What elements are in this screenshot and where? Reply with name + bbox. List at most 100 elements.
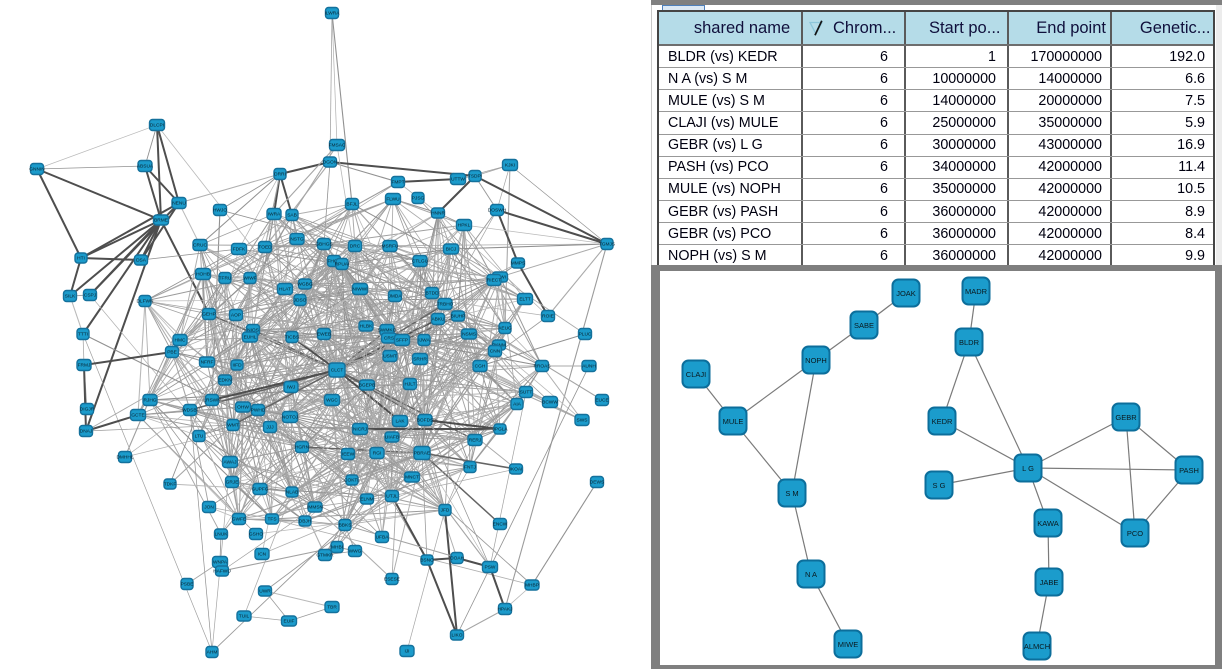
svg-text:TOED: TOED: [258, 245, 272, 251]
svg-text:DNAJ: DNAJ: [80, 429, 93, 435]
svg-text:FMSAC: FMSAC: [329, 143, 346, 149]
svg-text:CLCT: CLCT: [331, 368, 344, 374]
svg-text:MHBI: MHBI: [331, 545, 343, 551]
svg-text:ESESE: ESESE: [384, 577, 400, 583]
svg-text:AOP: AOP: [231, 313, 241, 319]
svg-text:DLFWN: DLFWN: [136, 299, 154, 305]
svg-text:FRMJ: FRMJ: [78, 363, 91, 369]
svg-text:SWS: SWS: [577, 418, 588, 424]
svg-text:CGH: CGH: [475, 364, 486, 370]
svg-text:UWR: UWR: [259, 589, 271, 595]
svg-text:LTU: LTU: [195, 434, 204, 440]
svg-text:SUTT: SUTT: [520, 390, 533, 396]
svg-text:NLAB: NLAB: [286, 490, 299, 496]
svg-text:HWJO: HWJO: [213, 208, 227, 214]
svg-text:DRRI: DRRI: [274, 172, 286, 178]
svg-text:BSNO: BSNO: [420, 558, 434, 564]
svg-text:WWG: WWG: [349, 549, 362, 555]
svg-text:TUIL: TUIL: [239, 614, 250, 620]
svg-text:DGON: DGON: [323, 160, 338, 166]
svg-text:UFBA: UFBA: [376, 535, 390, 541]
svg-text:BLDR: BLDR: [959, 338, 980, 347]
svg-text:GRJE: GRJE: [226, 480, 239, 486]
svg-text:HPAKJ: HPAKJ: [497, 607, 513, 613]
svg-text:KAWA: KAWA: [1037, 519, 1059, 528]
svg-text:HPKL: HPKL: [458, 223, 471, 229]
svg-text:GBHGS: GBHGS: [315, 242, 332, 248]
svg-text:RROAS: RROAS: [533, 364, 550, 370]
svg-text:KEDR: KEDR: [932, 417, 953, 426]
svg-text:NIWWI: NIWWI: [352, 287, 367, 293]
svg-text:ELNM: ELNM: [360, 497, 373, 503]
svg-text:N A: N A: [805, 570, 817, 579]
svg-text:JPGLA: JPGLA: [492, 427, 508, 433]
svg-text:FLWU: FLWU: [386, 197, 400, 203]
svg-text:DOSWH: DOSWH: [488, 208, 507, 214]
svg-text:IMMSN: IMMSN: [307, 505, 324, 511]
svg-text:USMT: USMT: [383, 354, 397, 360]
svg-text:JJJ: JJJ: [266, 425, 274, 431]
svg-text:RGI: RGI: [373, 451, 382, 457]
svg-text:FMPT: FMPT: [391, 180, 404, 186]
svg-text:OOAH: OOAH: [450, 556, 465, 562]
svg-text:TBR: TBR: [327, 605, 337, 611]
svg-text:TSDPI: TSDPI: [468, 174, 482, 180]
svg-text:MMPS: MMPS: [511, 261, 525, 267]
svg-text:GUPFG: GUPFG: [251, 487, 268, 493]
svg-text:ELTT: ELTT: [519, 297, 530, 303]
svg-text:SAB: SAB: [287, 213, 297, 219]
svg-text:CRS: CRS: [384, 336, 394, 342]
svg-text:UTJL: UTJL: [386, 494, 398, 500]
svg-text:SFFP: SFFP: [396, 338, 408, 344]
svg-text:RIECT: RIECT: [487, 278, 501, 284]
svg-text:AWAJ: AWAJ: [224, 460, 238, 466]
svg-text:DEWS: DEWS: [590, 480, 604, 486]
svg-text:CNN: CNN: [490, 349, 501, 355]
svg-text:AEUG: AEUG: [498, 326, 512, 332]
svg-text:CRUC: CRUC: [193, 243, 207, 249]
svg-text:WNPA: WNPA: [213, 560, 228, 566]
svg-text:DLCPI: DLCPI: [150, 123, 164, 129]
svg-text:GWFE: GWFE: [232, 517, 246, 523]
svg-text:ABSUA: ABSUA: [137, 164, 154, 170]
svg-text:TFS: TFS: [267, 517, 276, 523]
svg-text:LNUK: LNUK: [215, 532, 229, 538]
svg-text:HLBK: HLBK: [360, 324, 373, 330]
svg-text:NFRF: NFRF: [201, 360, 214, 366]
svg-text:BICJ: BICJ: [446, 247, 457, 253]
svg-text:EUCE: EUCE: [595, 398, 608, 404]
svg-text:TRBHO: TRBHO: [437, 302, 454, 308]
svg-text:SRHR: SRHR: [413, 357, 427, 363]
svg-text:DIGJR: DIGJR: [80, 407, 95, 413]
svg-text:GEHP: GEHP: [202, 312, 216, 318]
svg-text:TFRU: TFRU: [219, 276, 232, 282]
svg-text:BCWW: BCWW: [542, 400, 558, 406]
svg-text:BGEPB: BGEPB: [359, 383, 376, 389]
svg-text:GEBR: GEBR: [1115, 413, 1137, 422]
svg-text:LRSWN: LRSWN: [203, 398, 221, 404]
svg-text:COKTL: COKTL: [344, 478, 360, 484]
svg-text:IWRA: IWRA: [268, 212, 281, 218]
svg-text:NSTG: NSTG: [290, 237, 304, 243]
svg-text:BRME: BRME: [154, 218, 168, 224]
svg-text:EUIF: EUIF: [284, 619, 295, 625]
svg-text:JON: JON: [204, 505, 214, 511]
svg-text:BOFDS: BOFDS: [417, 418, 434, 424]
svg-text:GNNIN: GNNIN: [29, 167, 45, 173]
svg-text:MNCT: MNCT: [405, 475, 419, 481]
svg-text:GTMKR: GTMKR: [316, 553, 334, 559]
svg-text:JDSO: JDSO: [294, 298, 307, 304]
svg-text:NENU: NENU: [172, 201, 186, 207]
svg-text:HMC: HMC: [175, 338, 186, 344]
svg-text:HGRN: HGRN: [295, 445, 310, 451]
svg-text:JABE: JABE: [1040, 578, 1059, 587]
svg-text:PSBE: PSBE: [181, 582, 194, 588]
svg-text:JFD: JFD: [441, 508, 450, 514]
svg-text:PWHD: PWHD: [251, 408, 266, 414]
svg-text:HTI: HTI: [77, 256, 85, 262]
svg-text:BIUHP: BIUHP: [451, 314, 466, 320]
svg-text:MSRFU: MSRFU: [381, 244, 399, 250]
svg-text:L G: L G: [1022, 464, 1034, 473]
svg-text:JOAK: JOAK: [896, 289, 916, 298]
svg-text:NOTOJ: NOTOJ: [282, 415, 299, 421]
